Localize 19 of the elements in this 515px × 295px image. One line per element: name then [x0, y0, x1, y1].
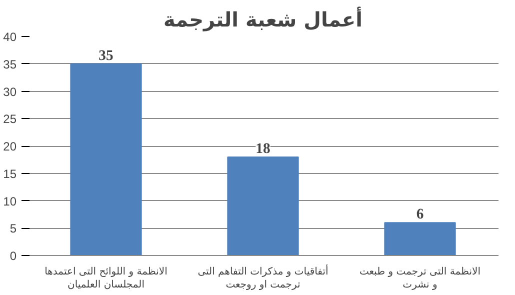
bar	[384, 222, 456, 256]
y-tick-label: 35	[3, 57, 17, 72]
data-label: 6	[416, 206, 424, 223]
data-label: 18	[256, 140, 270, 157]
y-tick-label: 10	[3, 194, 17, 208]
y-tick-label: 15	[3, 166, 17, 181]
chart-title: أعمال شعبة الترجمة	[164, 6, 362, 32]
y-tick-label: 20	[3, 140, 17, 154]
bar	[70, 63, 142, 256]
x-tick-label: أتفاقيات و مذكرات التفاهم التى ترجمت او روجعت	[198, 264, 329, 291]
x-tick-label: الانظمة التى ترجمت و طبعت و نشرت	[359, 266, 481, 291]
bar	[227, 156, 299, 256]
y-tick-label: 25	[3, 112, 17, 126]
x-tick-label: الانظمة و اللوائح التى اعتمدها المجلسان العلميان	[44, 266, 168, 291]
y-tick-label: 5	[10, 222, 17, 236]
data-label: 35	[98, 48, 114, 64]
y-tick-label: 0	[10, 249, 17, 263]
y-tick-label: 40	[3, 30, 17, 44]
y-tick-label: 30	[3, 84, 17, 99]
